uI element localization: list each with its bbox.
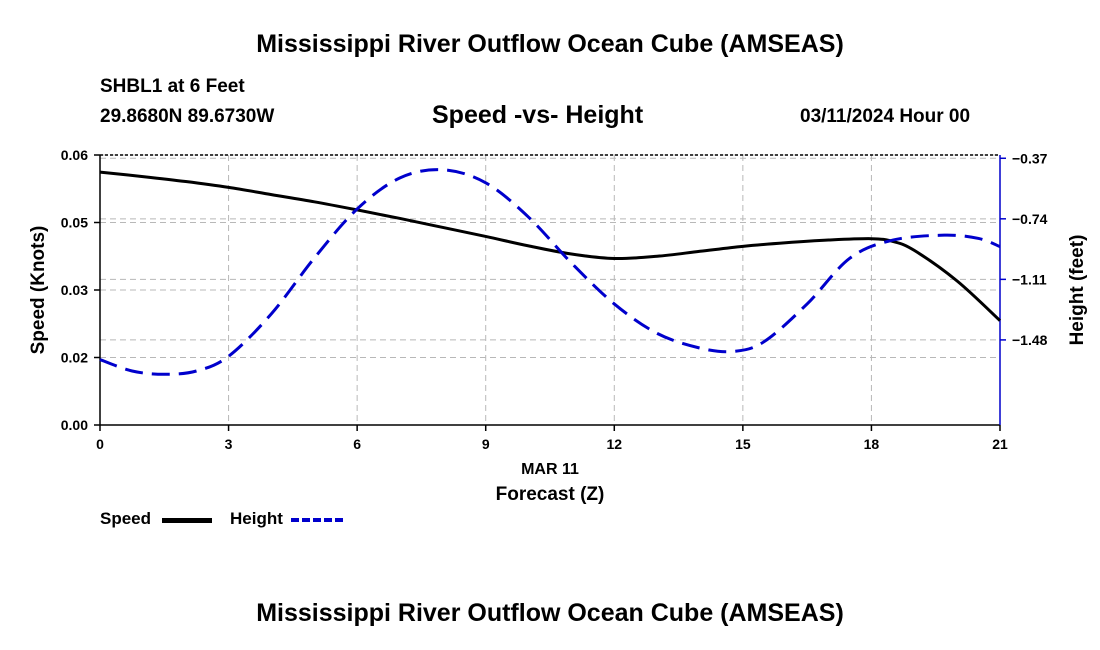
y2-tick-label: −1.11: [1012, 271, 1047, 287]
x-tick-label: 0: [96, 436, 104, 452]
y2-tick-label: −0.37: [1012, 150, 1048, 166]
footer-title: Mississippi River Outflow Ocean Cube (AM…: [256, 599, 844, 627]
chart-title: Speed -vs- Height: [432, 101, 644, 129]
y-axis-title: Speed (Knots): [28, 226, 49, 355]
x-tick-label: 21: [992, 436, 1008, 452]
y-tick-label: 0.02: [61, 350, 88, 366]
y-tick-label: 0.05: [61, 215, 88, 231]
x-tick-label: 12: [606, 436, 622, 452]
station-label: SHBL1 at 6 Feet: [100, 76, 245, 97]
x-tick-label: 9: [482, 436, 490, 452]
forecast-date: 03/11/2024 Hour 00: [800, 106, 971, 127]
y-tick-label: 0.03: [61, 282, 88, 298]
legend-speed-label: Speed: [100, 509, 152, 528]
x-tick-label: 18: [864, 436, 880, 452]
y2-axis-title: Height (feet): [1067, 235, 1088, 346]
y2-tick-label: −1.48: [1012, 332, 1048, 348]
speed-series-line: [99, 170, 1002, 322]
legend-height-swatch: [291, 518, 343, 522]
x-axis-title: Forecast (Z): [496, 484, 605, 505]
x-tick-label: 15: [735, 436, 751, 452]
x-sublabel: MAR 11: [521, 461, 579, 478]
y-tick-label: 0.06: [61, 147, 88, 163]
height-series-line: [99, 168, 1001, 376]
y2-tick-label: −0.74: [1012, 211, 1048, 227]
page-title: Mississippi River Outflow Ocean Cube (AM…: [256, 30, 844, 58]
legend-height-label: Height: [230, 509, 283, 528]
legend-speed-swatch: [162, 518, 212, 523]
station-coordinates: 29.8680N 89.6730W: [100, 106, 275, 127]
x-tick-label: 3: [225, 436, 233, 452]
y-tick-label: 0.00: [61, 417, 88, 433]
x-tick-label: 6: [353, 436, 361, 452]
